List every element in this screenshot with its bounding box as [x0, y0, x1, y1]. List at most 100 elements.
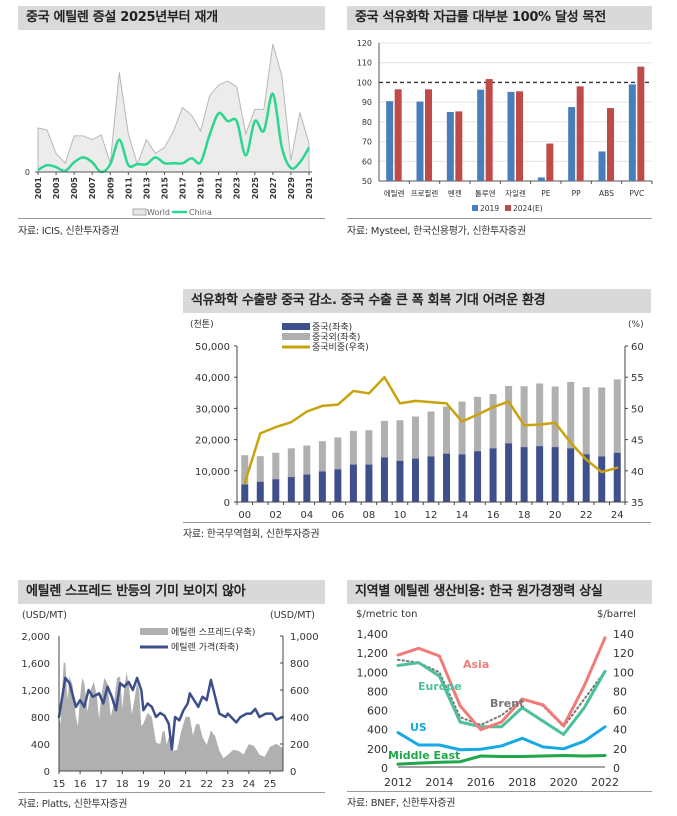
- europe-line: [396, 661, 607, 736]
- y-tick-label: 50: [362, 177, 372, 186]
- x-tick-label: 02: [269, 510, 282, 521]
- y-right-tick-label: 50: [631, 404, 644, 415]
- bar-china-excl: [551, 386, 559, 448]
- chart4-title: 에틸렌 스프레드 반등의 기미 보이지 않아: [18, 580, 325, 604]
- y-right-tick-label: 80: [613, 685, 627, 698]
- y-left-tick-label: 400: [31, 740, 50, 751]
- bar-2019: [446, 112, 454, 181]
- price-line: [57, 676, 284, 751]
- x-tick-label: 2007: [88, 177, 97, 199]
- middle-east-label: Middle East: [388, 749, 460, 762]
- y-left-tick-label: 40,000: [195, 373, 230, 384]
- y-right-tick-label: 45: [631, 436, 644, 447]
- bar-2024(E): [485, 79, 493, 181]
- x-tick-label: 2031: [305, 177, 314, 200]
- y-right-tick-label: 200: [290, 740, 309, 751]
- chart2-source: 자료: Mysteel, 한국신용평가, 신한투자증권: [347, 226, 526, 237]
- bar-china-excl: [474, 396, 482, 452]
- y-left-tick-label: 1,400: [357, 628, 389, 641]
- legend-2024-swatch: [505, 205, 511, 211]
- x-tick-label: 2021: [215, 177, 224, 200]
- bar-china-excl: [287, 448, 295, 478]
- category-label: 벤젠: [448, 188, 462, 198]
- bar-china: [505, 443, 513, 502]
- bar-china: [536, 446, 544, 502]
- category-label: 에틸렌: [384, 188, 405, 198]
- us-line: [396, 725, 607, 752]
- y-left-tick-label: 0: [381, 762, 388, 775]
- category-label: 자일렌: [505, 188, 526, 198]
- y-left-unit: $/metric ton: [356, 609, 418, 620]
- legend-spread-label: 에틸렌 스프레드(우축): [171, 627, 255, 638]
- bar-china-excl: [334, 437, 342, 470]
- bar-china-excl: [396, 420, 404, 461]
- y-right-tick-label: 60: [631, 342, 644, 353]
- y-right-tick-label: 40: [631, 467, 644, 478]
- y-left-tick-label: 20,000: [195, 436, 230, 447]
- x-tick-label: 12: [425, 510, 438, 521]
- bar-china-excl: [505, 385, 513, 444]
- chart5-title: 지역별 에틸렌 생산비용: 한국 원가경쟁력 상실: [347, 580, 652, 604]
- bar-china: [598, 456, 606, 502]
- bar-china: [582, 454, 590, 502]
- asia-label: Asia: [463, 658, 489, 671]
- y-left-tick-label: 2,000: [21, 632, 50, 643]
- chart1-source: 자료: ICIS, 신한투자증권: [18, 226, 119, 237]
- legend-world-label: World: [147, 208, 170, 217]
- y-right-tick-label: 0: [290, 767, 296, 778]
- y-left-tick-label: 1,600: [21, 659, 50, 670]
- y-right-tick-label: 600: [290, 686, 309, 697]
- x-tick-label: 10: [394, 510, 407, 521]
- x-tick-label: 22: [580, 510, 593, 521]
- x-tick-label: 2023: [233, 177, 242, 199]
- category-label: 프로필렌: [411, 188, 439, 198]
- x-tick-label: 22: [200, 779, 213, 790]
- y-tick-label: 100: [357, 78, 372, 87]
- legend-price-label: 에틸렌 가격(좌축): [171, 641, 239, 653]
- y-tick-label: 70: [362, 138, 372, 147]
- x-tick-label: 21: [179, 779, 192, 790]
- x-tick-label: 24: [243, 779, 256, 790]
- x-tick-label: 20: [158, 779, 171, 790]
- spread-area: [59, 662, 283, 771]
- y-right-tick-label: 140: [613, 628, 634, 641]
- bar-2024(E): [546, 143, 554, 181]
- bar-china: [443, 453, 451, 502]
- bar-china-excl: [489, 394, 497, 449]
- legend-2019-swatch: [472, 205, 478, 211]
- legend-world-swatch: [132, 208, 147, 216]
- bar-china-excl: [303, 445, 311, 475]
- legend-other-label: 중국외(좌축): [312, 331, 360, 343]
- bar-china-excl: [613, 379, 621, 453]
- bar-china-excl: [349, 430, 357, 465]
- y-left-tick-label: 0: [44, 767, 50, 778]
- category-label: 톨루엔: [475, 188, 496, 198]
- x-tick-label: 04: [300, 510, 313, 521]
- y-left-unit: (천톤): [190, 319, 214, 330]
- bar-china-excl: [443, 406, 451, 454]
- y-right-tick-label: 35: [631, 498, 644, 509]
- china-share-line: [243, 375, 619, 485]
- x-tick-label: 2017: [179, 177, 188, 199]
- x-tick-label: 2014: [425, 776, 453, 789]
- bar-2024(E): [607, 108, 614, 181]
- bar-china: [474, 451, 482, 502]
- bar-china: [272, 479, 280, 502]
- y-left-tick-label: 1,200: [357, 647, 389, 660]
- category-label: PP: [572, 189, 582, 198]
- y-left-tick-label: 30,000: [195, 404, 230, 415]
- chart5-divider: [347, 791, 652, 792]
- bar-china: [613, 452, 621, 502]
- bar-2024(E): [516, 91, 523, 181]
- bar-china: [458, 454, 466, 502]
- bar-china: [287, 477, 295, 502]
- bar-china: [520, 447, 528, 502]
- bar-china-excl: [598, 387, 606, 457]
- x-tick-label: 16: [74, 779, 87, 790]
- category-label: PVC: [629, 189, 644, 198]
- chart1-title: 중국 에틸렌 증설 2025년부터 재개: [18, 6, 325, 30]
- x-tick-label: 24: [611, 510, 624, 521]
- chart5-source: 자료: BNEF, 신한투자증권: [347, 798, 456, 809]
- legend-china-label: 중국(좌축): [312, 322, 352, 333]
- y-left-tick-label: 0: [224, 498, 230, 509]
